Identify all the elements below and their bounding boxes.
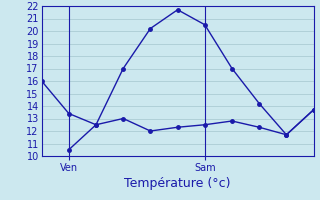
X-axis label: Température (°c): Température (°c) xyxy=(124,177,231,190)
